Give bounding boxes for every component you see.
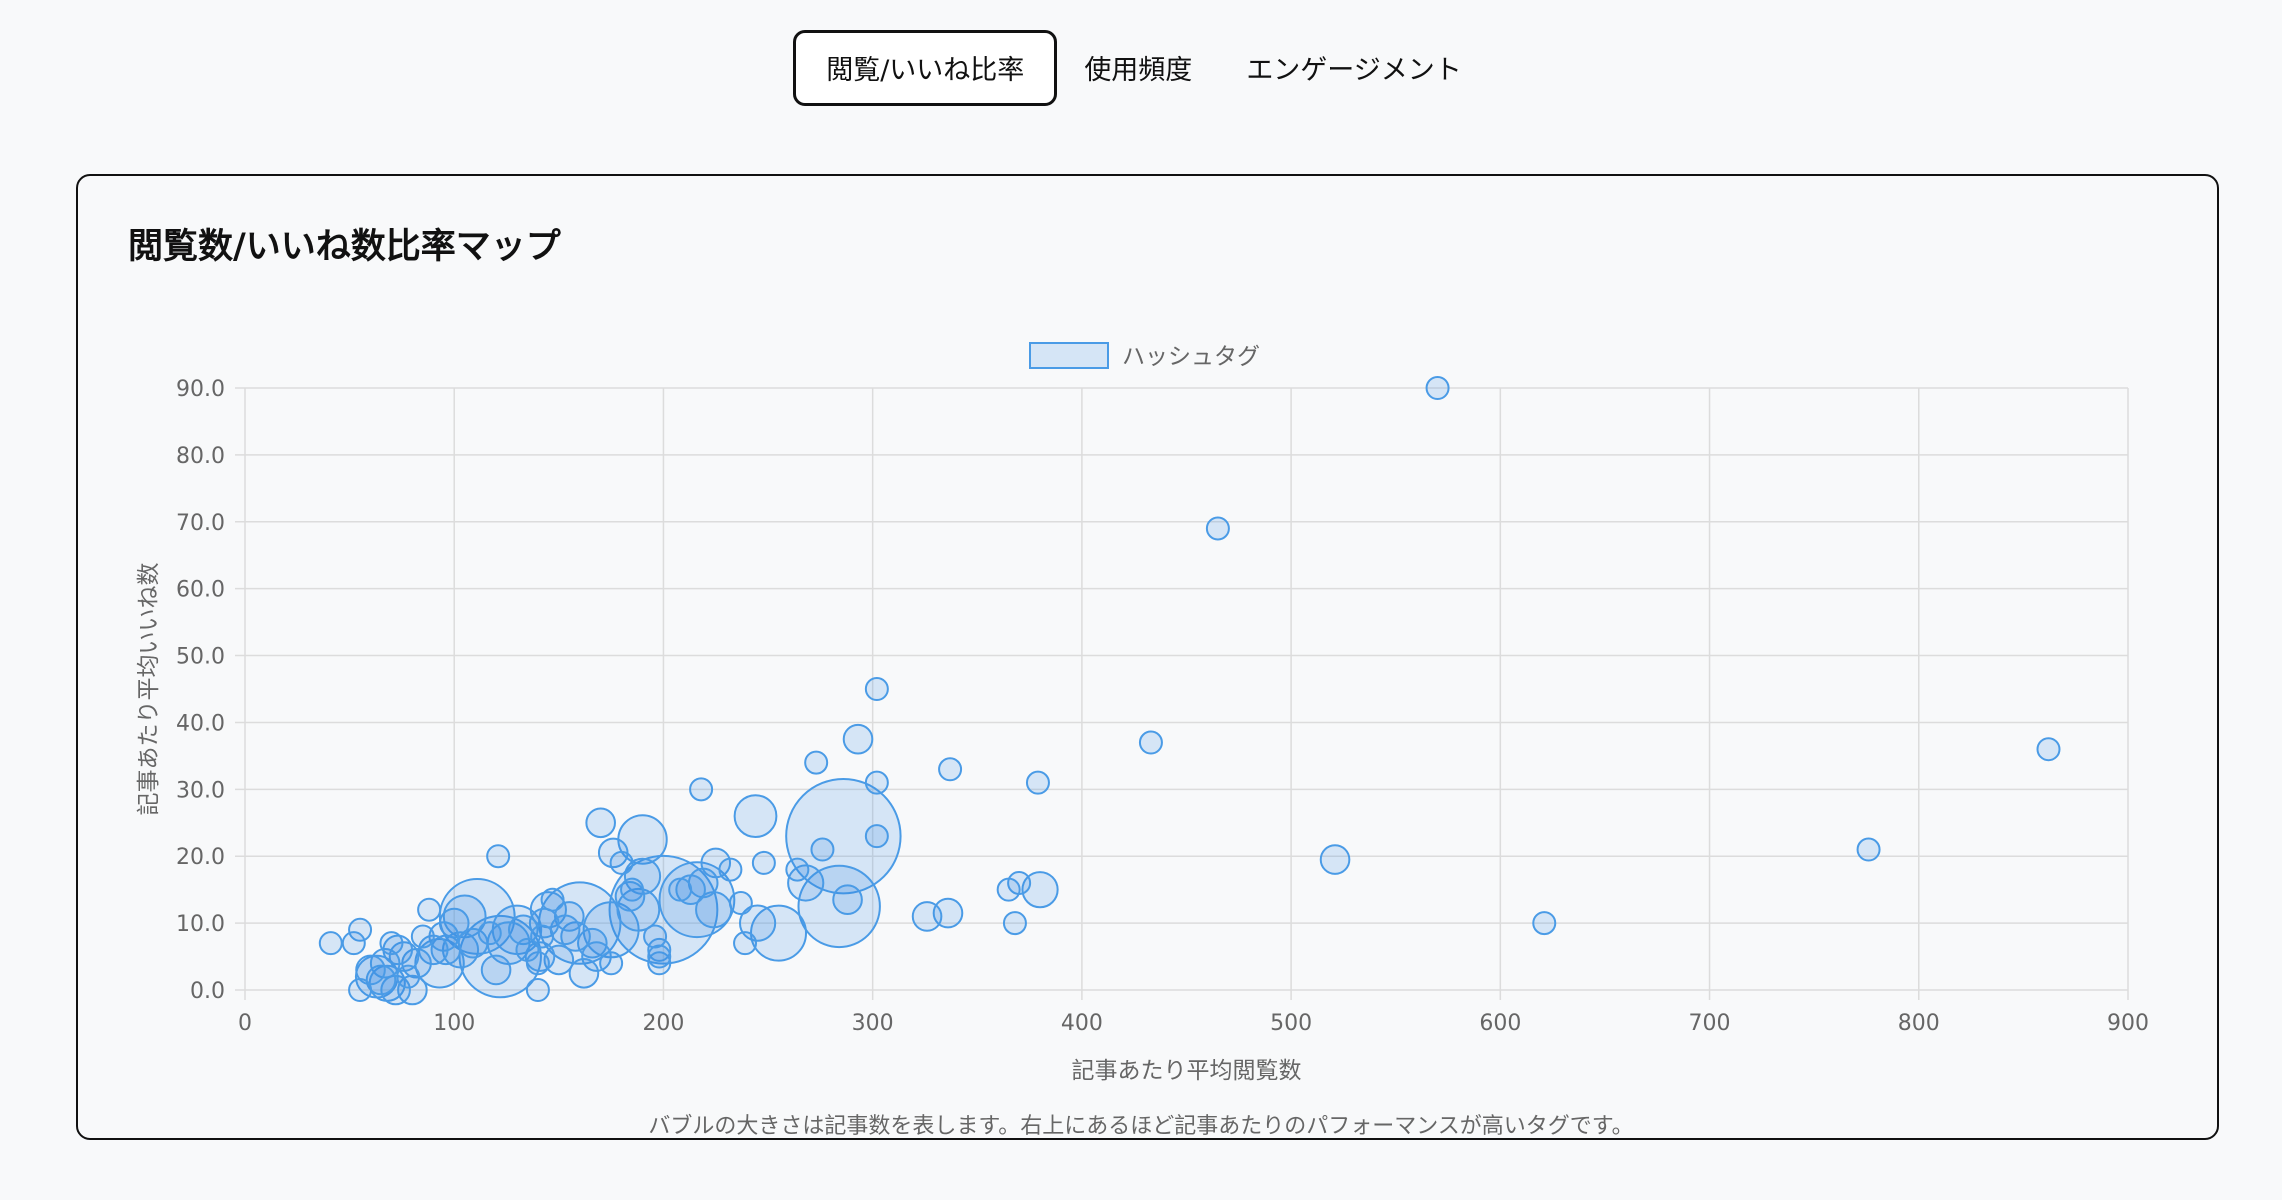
bubble-point: [1205, 516, 1230, 541]
bubble-point: [599, 951, 624, 976]
bubble-point: [797, 864, 881, 949]
bubble-point: [785, 857, 810, 882]
bubble-point: [1138, 730, 1163, 755]
bubble-point: [733, 931, 758, 956]
bubble-point: [689, 777, 714, 802]
bubble-point: [524, 941, 556, 972]
bubble-point: [2036, 737, 2061, 762]
bubble-point: [348, 917, 373, 942]
bubble-point: [480, 954, 512, 986]
bubble-point: [543, 944, 575, 976]
bubble-point: [996, 877, 1021, 902]
legend-swatch: [1029, 342, 1109, 369]
bubble-point: [647, 951, 672, 976]
bubble-point: [1025, 770, 1050, 795]
y-axis-label: 記事あたり平均いいね数: [136, 563, 162, 816]
card-title: 閲覧数/いいね数比率マップ: [128, 227, 561, 267]
y-tick-label: 30.0: [176, 778, 225, 803]
bubble-point: [643, 924, 668, 949]
x-tick-label: 400: [1061, 1011, 1103, 1036]
bubble-point: [728, 891, 753, 916]
bubble-point: [911, 901, 943, 932]
bubble-point: [864, 770, 889, 795]
tab-bar: 閲覧/いいね比率 使用頻度 エンゲージメント: [0, 30, 2282, 106]
x-tick-label: 0: [238, 1011, 252, 1036]
bubble-point: [348, 978, 373, 1002]
y-tick-label: 90.0: [176, 377, 225, 402]
bubble-point: [568, 957, 600, 989]
bubble-point: [864, 824, 889, 849]
legend-label: ハッシュタグ: [1122, 344, 1260, 370]
bubble-point: [581, 941, 612, 972]
bubble-point: [864, 677, 889, 701]
chart-card: 閲覧数/いいね数比率マップ: [76, 174, 2219, 1140]
bubble-point: [733, 794, 778, 838]
x-tick-label: 800: [1898, 1011, 1940, 1036]
y-tick-label: 50.0: [176, 645, 225, 670]
y-tick-label: 80.0: [176, 444, 225, 469]
bubble-point: [751, 850, 776, 875]
bubble-point: [842, 723, 874, 755]
bubble-point: [620, 877, 645, 902]
bubble-point: [341, 931, 366, 956]
x-tick-label: 700: [1689, 1011, 1731, 1036]
bubble-point: [938, 757, 963, 782]
x-tick-label: 200: [642, 1011, 684, 1036]
x-tick-label: 300: [852, 1011, 894, 1036]
bubble-point: [1319, 844, 1351, 875]
y-tick-label: 40.0: [176, 711, 225, 736]
bubble-point: [718, 857, 743, 882]
bubble-point: [832, 884, 863, 916]
bubble-point: [417, 897, 442, 922]
x-axis-label: 記事あたり平均閲覧数: [1072, 1058, 1302, 1084]
bubble-point: [647, 937, 672, 962]
bubble-point: [477, 921, 502, 946]
bubble-point: [787, 864, 825, 902]
bubble-point: [525, 978, 550, 1002]
bubble-point: [609, 850, 634, 875]
bubble-point: [530, 924, 555, 949]
tab-usage-frequency[interactable]: 使用頻度: [1084, 55, 1193, 86]
bubble-point: [396, 964, 421, 989]
y-tick-label: 20.0: [176, 845, 225, 870]
tab-engagement[interactable]: エンゲージメント: [1246, 55, 1462, 86]
bubble-point: [614, 881, 646, 912]
bubble-point: [410, 924, 435, 949]
bubble-point: [318, 931, 343, 956]
x-tick-label: 100: [433, 1011, 475, 1036]
bubble-point: [647, 944, 672, 969]
y-tick-label: 70.0: [176, 511, 225, 536]
bubble-point: [1021, 871, 1059, 909]
bubble-point: [668, 877, 693, 902]
y-tick-label: 0.0: [190, 979, 225, 1004]
bubble-point: [1856, 837, 1881, 862]
bubble-point: [804, 750, 829, 775]
tab-view-like-ratio[interactable]: 閲覧/いいね比率: [793, 30, 1058, 106]
bubble-point: [397, 974, 428, 1006]
bubble-point: [585, 807, 616, 839]
chart-caption: バブルの大きさは記事数を表します。右上にあるほど記事あたりのパフォーマンスが高い…: [648, 1114, 1634, 1139]
bubble-point: [1425, 376, 1450, 400]
bubble-point: [1532, 911, 1557, 936]
bubble-point: [1002, 911, 1027, 936]
x-tick-label: 900: [2107, 1011, 2149, 1036]
bubble-point: [785, 777, 902, 895]
y-tick-label: 10.0: [176, 912, 225, 937]
bubble-point: [379, 931, 404, 956]
x-tick-label: 500: [1270, 1011, 1312, 1036]
bubble-point: [540, 887, 565, 912]
bubble-point: [810, 837, 835, 862]
x-tick-label: 600: [1479, 1011, 1521, 1036]
bubble-point: [515, 937, 540, 962]
y-tick-label: 60.0: [176, 578, 225, 603]
bubble-point: [486, 844, 511, 869]
